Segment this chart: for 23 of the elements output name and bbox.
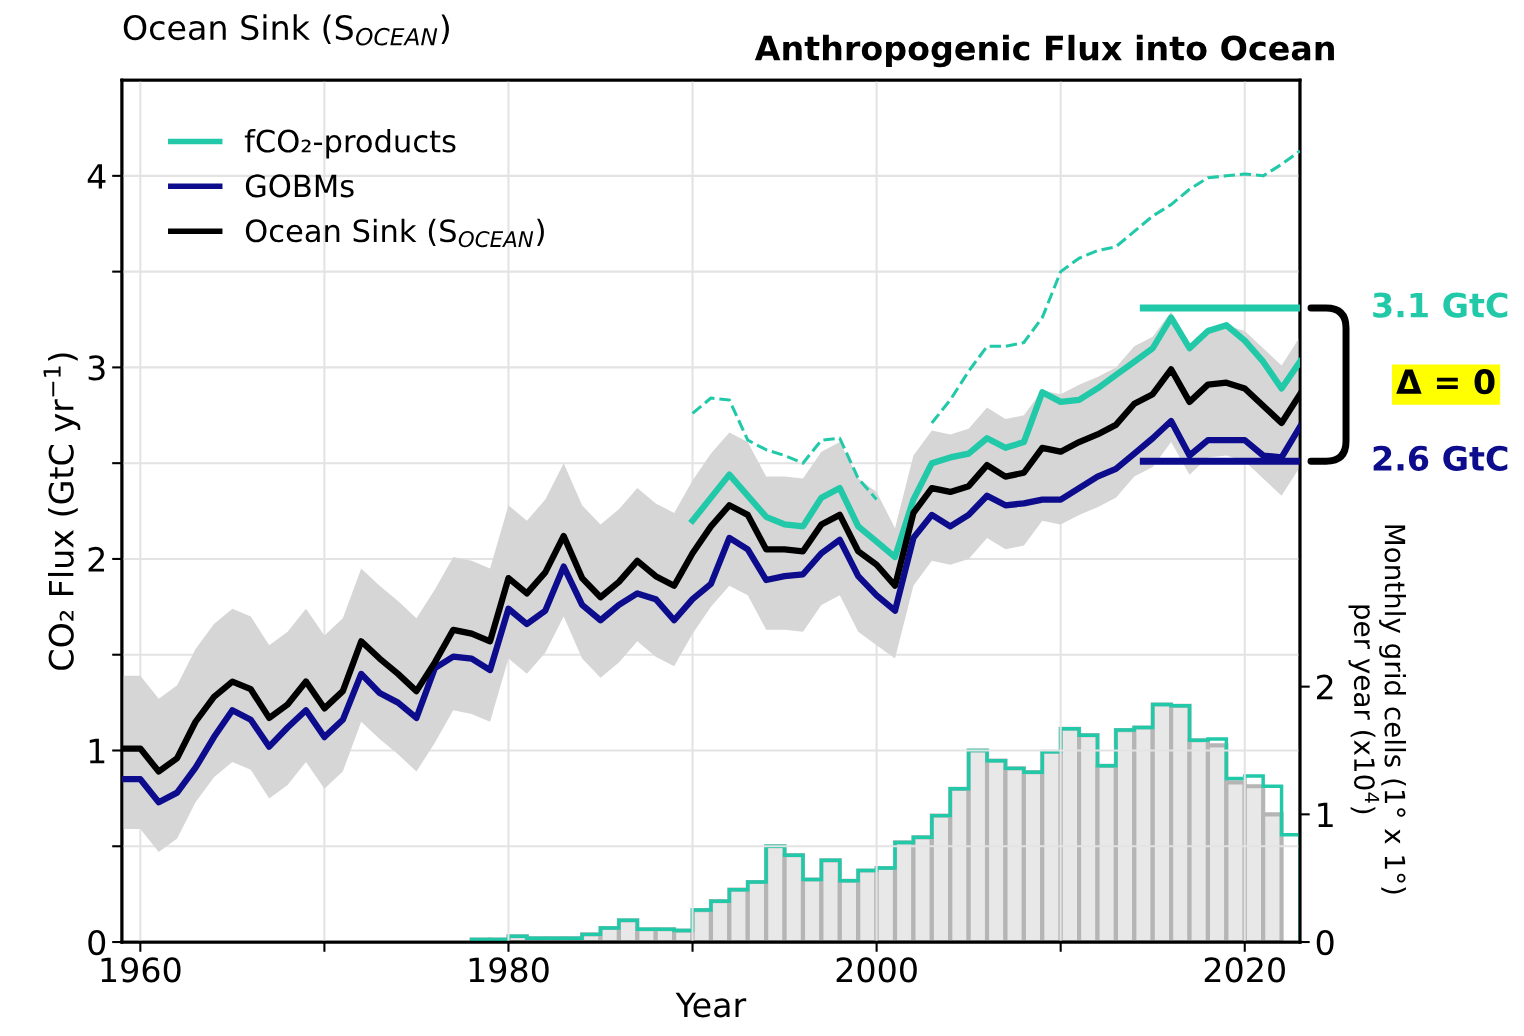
legend-label: Ocean Sink (S$_{OCEAN}$) bbox=[245, 218, 544, 248]
x-tick-label: 2020 bbox=[1204, 957, 1285, 983]
y-tick-label: 1 bbox=[89, 738, 105, 764]
y-tick-label: 2 bbox=[88, 546, 104, 572]
x-tick-label: 1980 bbox=[469, 957, 549, 983]
y2-tick-label: 2 bbox=[1317, 674, 1333, 700]
legend-label: fCO₂-products bbox=[244, 128, 456, 159]
text: 2.6 GtC bbox=[1373, 445, 1508, 471]
chart-subtitle: Anthropogenic Flux into Ocean bbox=[754, 34, 1334, 68]
text: Δ = 0 bbox=[1396, 369, 1495, 395]
y2-axis-title: Monthly grid cells (1° x 1°) per year (x10$^{4}$) bbox=[1348, 525, 1406, 894]
y-axis-title: CO₂ Flux (GtC yr$^{−1}$) bbox=[43, 353, 81, 670]
y2-tick-label: 1 bbox=[1318, 802, 1333, 827]
y-tick-label: 4 bbox=[87, 164, 106, 189]
legend-label: GOBMs bbox=[245, 174, 354, 198]
y2-tick-label: 0 bbox=[1316, 929, 1334, 956]
x-tick-label: 1960 bbox=[101, 957, 181, 983]
x-tick-label: 2000 bbox=[836, 957, 917, 983]
y-tick-label: 3 bbox=[88, 355, 105, 381]
text: 3.1 GtC bbox=[1373, 292, 1508, 318]
chart-title: Ocean Sink (S$_{OCEAN}$) bbox=[123, 14, 449, 46]
y-tick-label: 0 bbox=[88, 929, 106, 956]
x-axis-title: Year bbox=[675, 992, 747, 1018]
